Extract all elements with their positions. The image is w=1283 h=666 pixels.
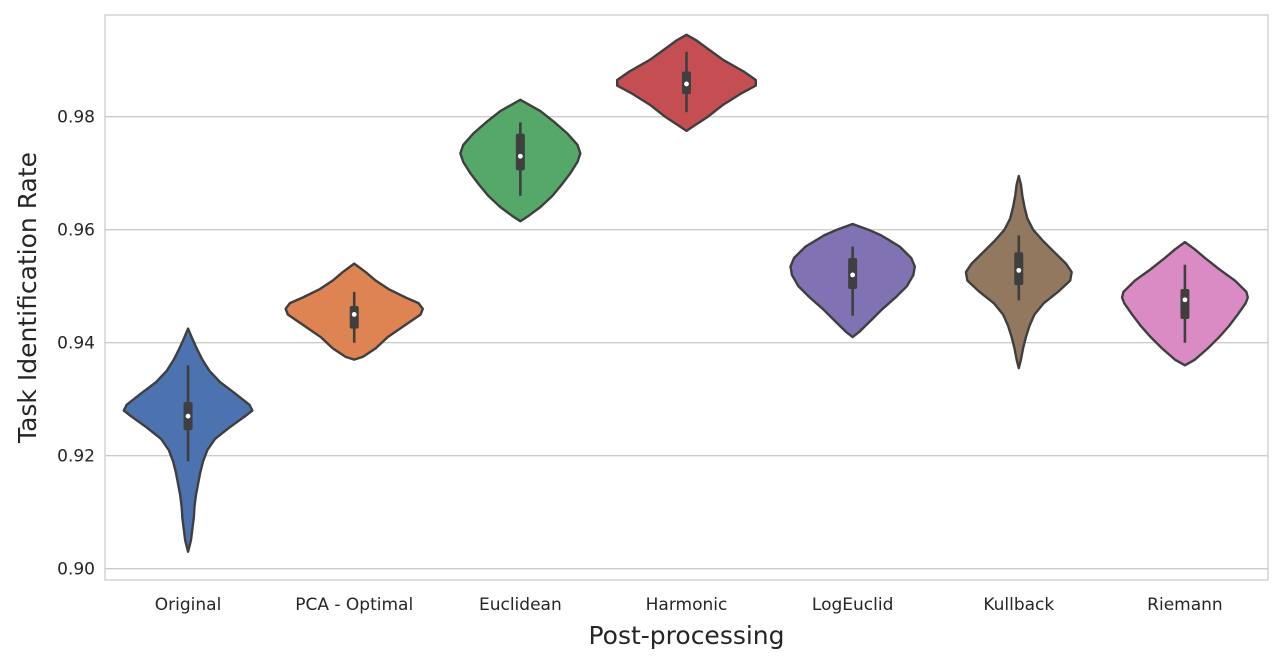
violin-median-dot xyxy=(850,272,856,278)
x-tick-label: Original xyxy=(155,595,222,615)
violin-median-dot xyxy=(1016,267,1022,273)
x-tick-label: PCA - Optimal xyxy=(295,595,413,615)
x-tick-labels: Original PCA - Optimal Euclidean Harmonic Lo… xyxy=(155,595,1223,615)
x-tick-label: Kullback xyxy=(983,595,1054,615)
y-tick-label: 0.96 xyxy=(57,221,95,241)
violin-iqr-box xyxy=(1180,289,1190,319)
violin-median-dot xyxy=(684,81,689,87)
violin-median-dot xyxy=(1182,297,1188,303)
violin-iqr-box xyxy=(349,305,359,329)
violin-median-dot xyxy=(517,153,523,159)
y-axis-title: Task Identification Rate xyxy=(13,152,42,444)
x-tick-label: Riemann xyxy=(1147,595,1223,615)
y-tick-label: 0.90 xyxy=(57,560,95,580)
violin-median-dot xyxy=(351,312,357,317)
y-tick-labels: 0.90 0.92 0.94 0.96 0.98 xyxy=(57,108,95,580)
x-tick-label: LogEuclid xyxy=(812,595,893,615)
violin-iqr-box xyxy=(515,133,525,171)
violin-median-dot xyxy=(185,413,191,419)
y-tick-label: 0.92 xyxy=(57,447,95,467)
x-axis-title: Post-processing xyxy=(588,621,784,650)
x-tick-label: Harmonic xyxy=(646,595,728,615)
y-tick-label: 0.98 xyxy=(57,108,95,128)
x-tick-label: Euclidean xyxy=(479,595,562,615)
y-tick-label: 0.94 xyxy=(57,334,95,354)
violins xyxy=(122,33,1249,553)
